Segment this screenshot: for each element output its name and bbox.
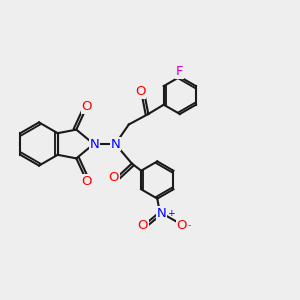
- Text: O: O: [177, 219, 187, 232]
- Text: N: N: [111, 137, 121, 151]
- Text: N: N: [89, 137, 99, 151]
- Text: O: O: [82, 175, 92, 188]
- Text: N: N: [156, 207, 166, 220]
- Text: +: +: [167, 209, 175, 218]
- Text: O: O: [82, 100, 92, 113]
- Text: O: O: [138, 219, 148, 232]
- Text: -: -: [188, 221, 191, 230]
- Text: F: F: [176, 65, 184, 78]
- Text: O: O: [109, 171, 119, 184]
- Text: O: O: [135, 85, 146, 98]
